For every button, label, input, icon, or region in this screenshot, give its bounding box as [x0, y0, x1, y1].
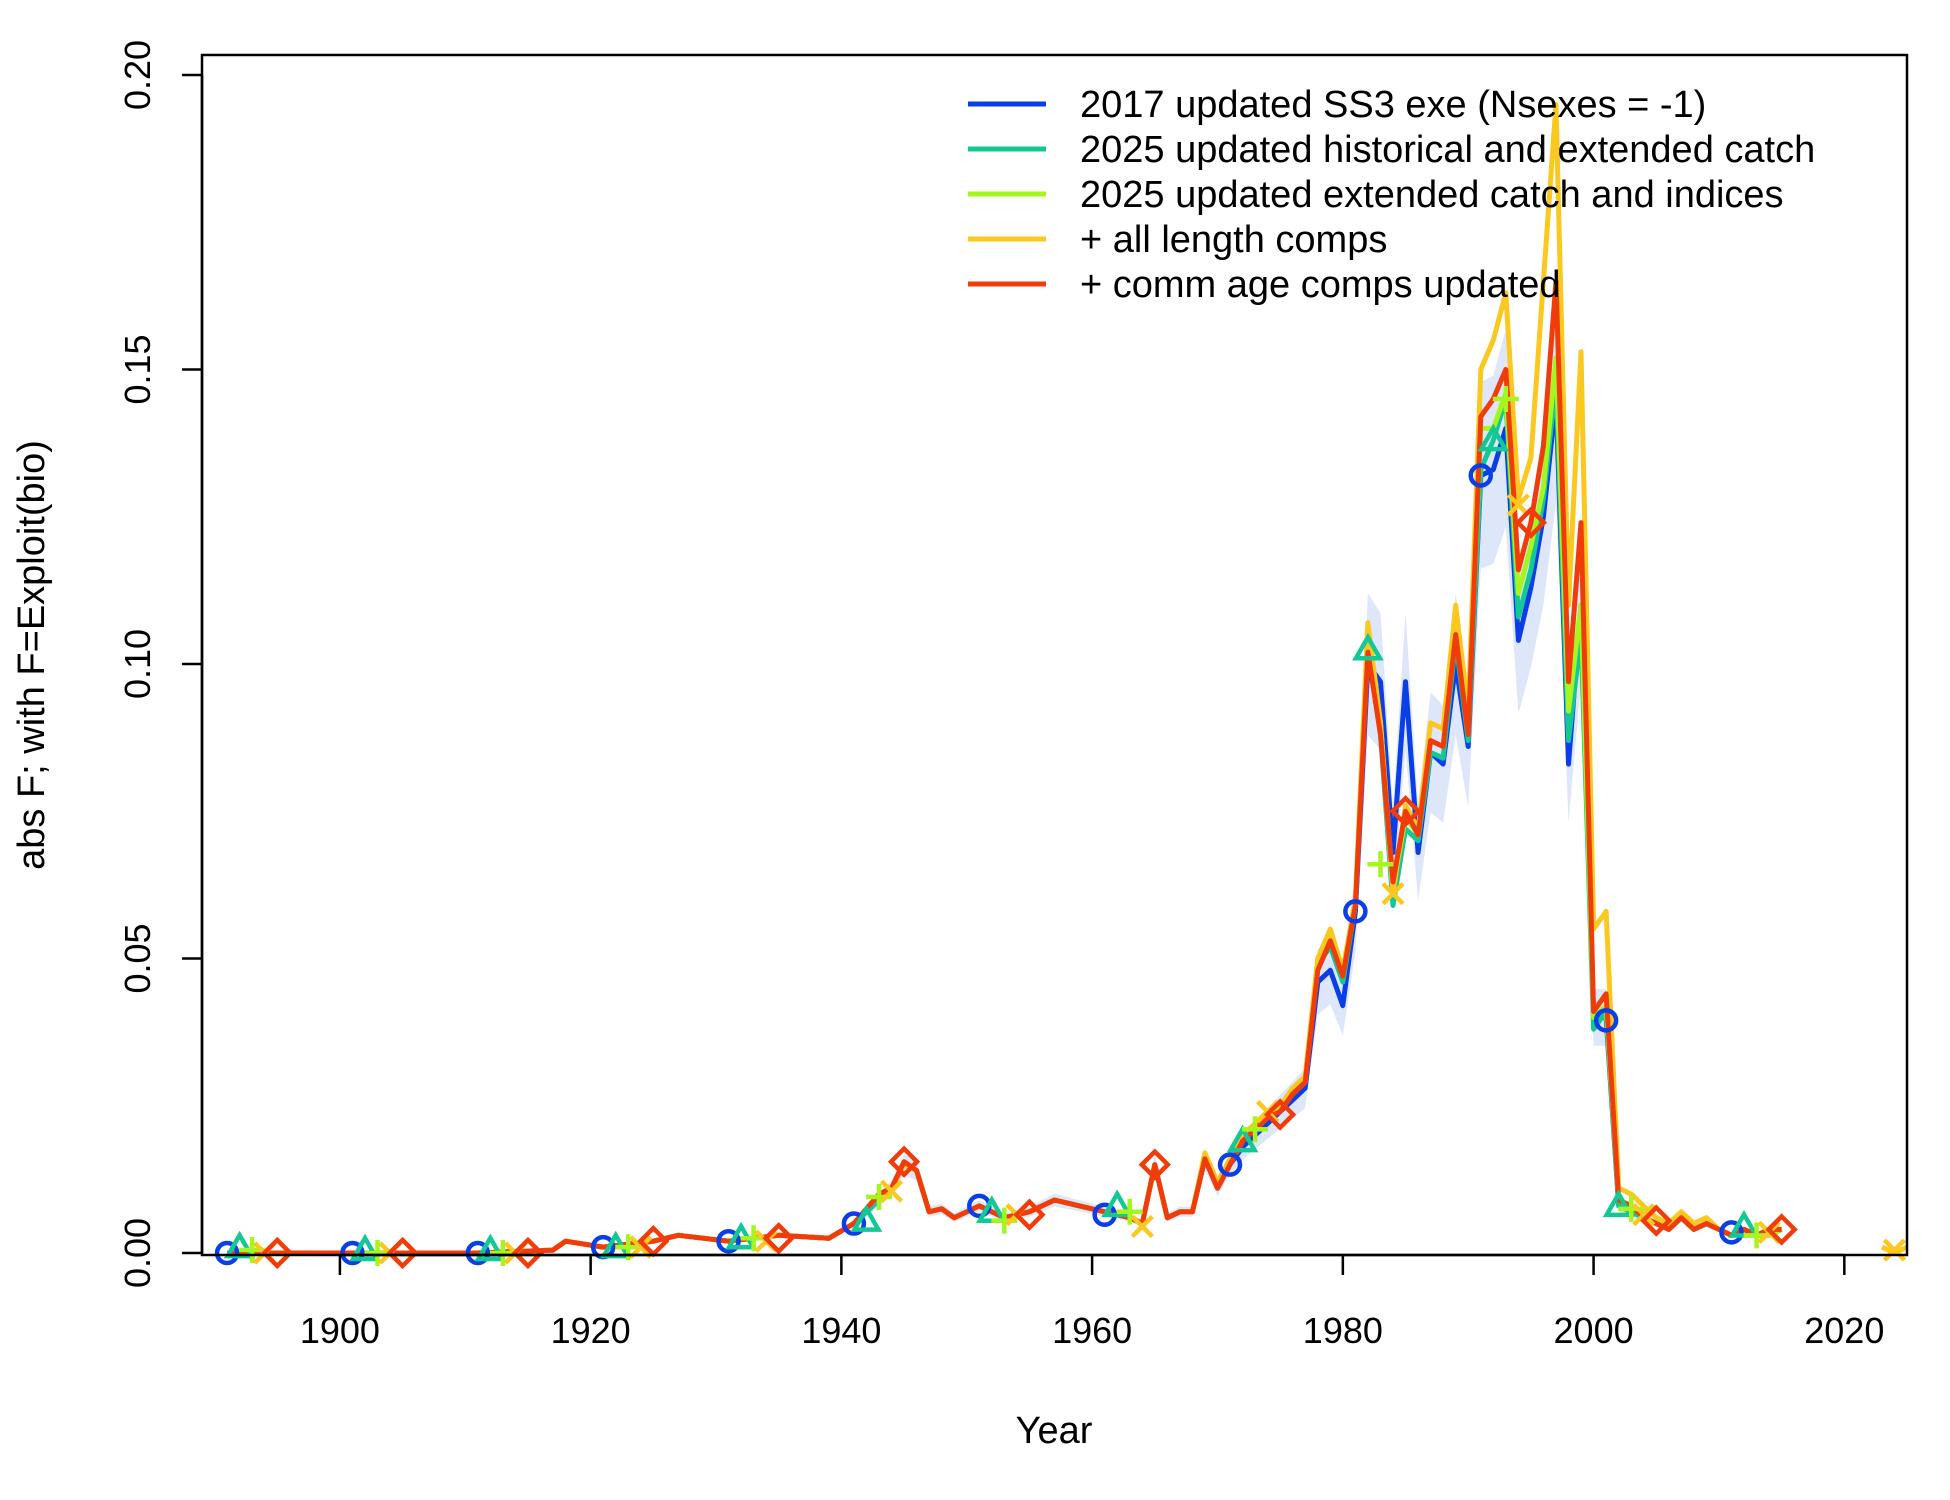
legend-label-2: 2025 updated historical and extended cat… [1080, 129, 1815, 171]
x-tick-label: 2000 [1554, 1310, 1634, 1351]
y-tick-label: 0.20 [117, 40, 158, 110]
series-2-marker-13 [1728, 1209, 1760, 1238]
legend: 2017 updated SS3 exe (Nsexes = -1)2025 u… [968, 84, 1815, 306]
series-5-marker-8 [1138, 1148, 1171, 1181]
series-1-marker-5 [716, 1228, 741, 1254]
series-3-marker-2 [364, 1240, 391, 1266]
series-1-marker-3 [465, 1240, 491, 1266]
y-tick-label: 0.05 [117, 923, 158, 993]
legend-label-1: 2017 updated SS3 exe (Nsexes = -1) [1080, 84, 1706, 126]
series-3-marker-10 [1367, 851, 1394, 878]
series-2-marker-2 [349, 1233, 381, 1262]
series-1-marker-1 [214, 1240, 240, 1266]
legend-label-3: 2025 updated extended catch and indices [1080, 174, 1784, 216]
series-2-marker-9 [1226, 1124, 1259, 1153]
series-4-marker-14 [1882, 1238, 1907, 1262]
series-5-marker-11 [1514, 506, 1548, 539]
series-1-marker-12 [1593, 1008, 1619, 1033]
series-5-marker-9 [1263, 1098, 1297, 1131]
series-5-marker-10 [1389, 795, 1422, 828]
series-3-marker-11 [1492, 385, 1519, 412]
series-2-marker-12 [1602, 1189, 1635, 1218]
series-1-marker-10 [1343, 899, 1368, 924]
series-4-marker-11 [1506, 493, 1530, 517]
series-2-marker-8 [1101, 1189, 1134, 1218]
series-5-marker-7 [1013, 1198, 1046, 1231]
y-tick-label: 0.00 [117, 1218, 158, 1288]
series-2-marker-3 [474, 1233, 507, 1262]
series-5-marker-5 [762, 1222, 795, 1255]
series-5-marker-1 [261, 1236, 294, 1270]
series-5-marker-6 [887, 1145, 921, 1178]
series-1-marker-6 [841, 1211, 867, 1236]
marker-layer [214, 385, 1907, 1270]
series-1-marker-11 [1468, 463, 1493, 488]
legend-label-4: + all length comps [1080, 219, 1387, 261]
x-tick-label: 1900 [300, 1310, 380, 1351]
series-1-marker-2 [340, 1240, 365, 1266]
series-3-marker-3 [489, 1240, 516, 1266]
plot-frame [200, 53, 1909, 1257]
series-3-marker-8 [1116, 1198, 1143, 1225]
series-2-marker-10 [1352, 632, 1384, 661]
series-5-marker-12 [1640, 1204, 1673, 1237]
series-2-marker-6 [850, 1204, 883, 1232]
y-tick-label: 0.10 [117, 629, 158, 699]
y-axis: 0.00 0.05 0.10 0.15 0.20 [117, 40, 204, 1288]
y-axis-title: abs F; with F=Exploit(bio) [11, 440, 53, 870]
series-4-marker-10 [1381, 882, 1405, 906]
y-tick-label: 0.15 [117, 334, 158, 404]
series-3-marker-9 [1242, 1116, 1269, 1143]
legend-label-5: + comm age comps updated [1080, 264, 1561, 306]
x-axis-title: Year [1016, 1410, 1093, 1452]
series-2-marker-11 [1477, 423, 1510, 452]
x-tick-label: 2020 [1804, 1310, 1884, 1351]
series-1-marker-9 [1217, 1152, 1243, 1177]
series-5-marker-13 [1765, 1213, 1798, 1246]
series-1-marker-13 [1719, 1220, 1744, 1245]
series-layer [227, 102, 1909, 1256]
series-4-marker-12 [1632, 1203, 1656, 1227]
series-4-marker-6 [879, 1179, 904, 1203]
series-5-marker-2 [386, 1236, 419, 1270]
series-4-marker-8 [1130, 1214, 1154, 1239]
x-tick-label: 1940 [801, 1310, 881, 1351]
x-tick-label: 1920 [551, 1310, 631, 1351]
x-axis: 1900 1920 1940 1960 1980 2000 2020 [300, 1253, 1884, 1351]
x-tick-label: 1980 [1303, 1310, 1383, 1351]
series-5-marker-3 [511, 1236, 545, 1270]
x-tick-label: 1960 [1052, 1310, 1132, 1351]
